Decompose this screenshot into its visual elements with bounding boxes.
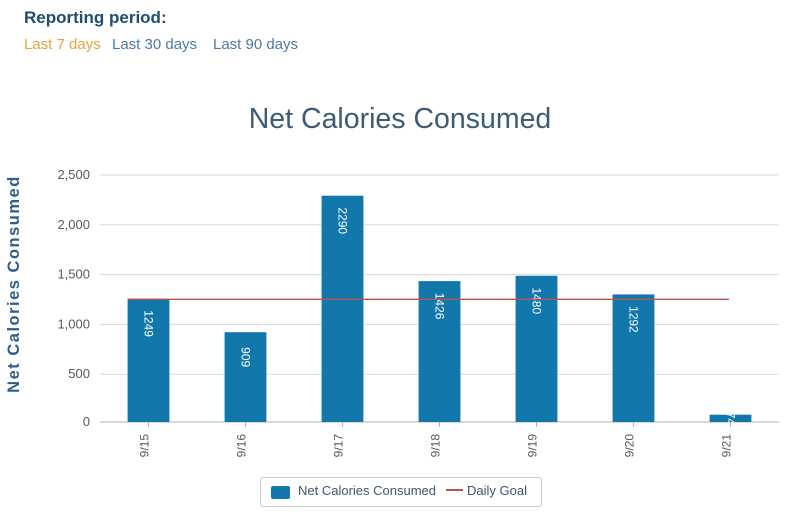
svg-text:909: 909 <box>239 347 253 367</box>
svg-text:9/20: 9/20 <box>623 434 637 458</box>
svg-text:Net Calories Consumed: Net Calories Consumed <box>5 175 23 393</box>
svg-text:9/15: 9/15 <box>138 434 152 458</box>
svg-text:500: 500 <box>68 366 90 381</box>
svg-text:9/17: 9/17 <box>332 434 346 458</box>
svg-text:1,000: 1,000 <box>57 316 90 331</box>
svg-text:9/19: 9/19 <box>526 434 540 458</box>
svg-text:2290: 2290 <box>336 207 350 234</box>
svg-text:0: 0 <box>83 414 90 429</box>
svg-text:1,500: 1,500 <box>57 267 90 282</box>
svg-text:1292: 1292 <box>627 306 641 333</box>
svg-text:2,500: 2,500 <box>57 167 90 182</box>
svg-text:9/21: 9/21 <box>720 434 734 458</box>
svg-text:9/18: 9/18 <box>429 434 443 458</box>
svg-text:1426: 1426 <box>433 293 447 320</box>
svg-text:9/16: 9/16 <box>235 434 249 458</box>
svg-text:2,000: 2,000 <box>57 217 90 232</box>
svg-text:1249: 1249 <box>142 310 156 337</box>
svg-text:1480: 1480 <box>530 287 544 314</box>
